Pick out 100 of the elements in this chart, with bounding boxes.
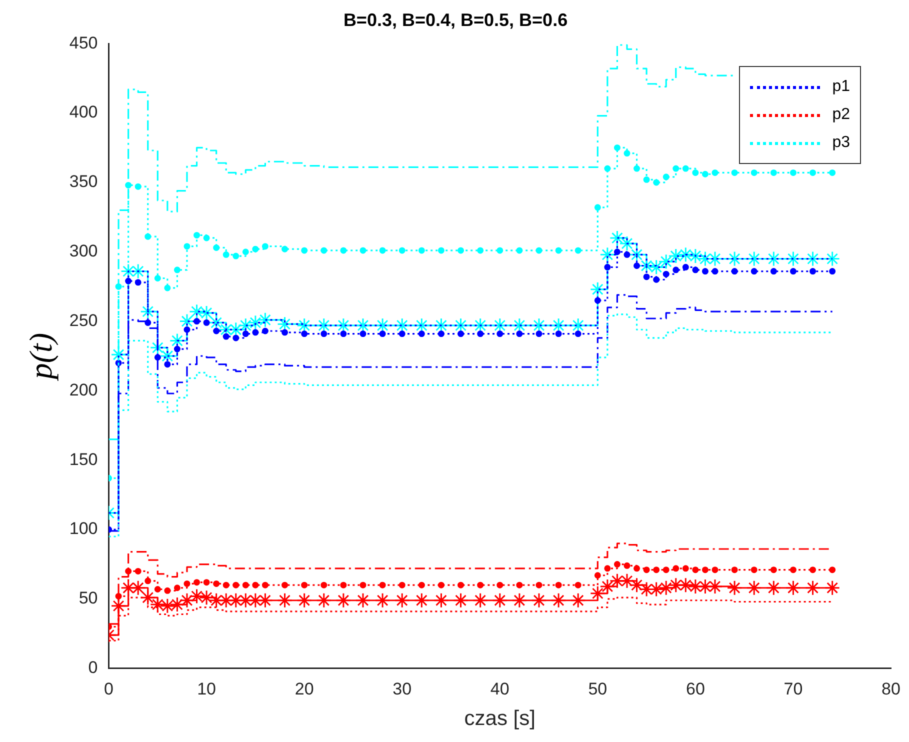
- point: [154, 274, 161, 282]
- point: [203, 234, 210, 242]
- point: [829, 566, 836, 574]
- point: [379, 330, 386, 338]
- y-tick-label: 200: [69, 380, 98, 400]
- point: [770, 169, 777, 176]
- point: [144, 233, 152, 240]
- point: [594, 204, 601, 211]
- point: [301, 247, 308, 254]
- point: [213, 328, 220, 334]
- point: [496, 582, 504, 588]
- point: [130, 580, 146, 596]
- point: [222, 333, 230, 340]
- x-tick-label: 20: [294, 679, 314, 698]
- point: [731, 268, 738, 275]
- point: [624, 251, 630, 258]
- point: [355, 592, 371, 608]
- point: [496, 330, 504, 338]
- point: [248, 592, 264, 608]
- point: [222, 251, 230, 258]
- y-axis-title: p(t): [22, 332, 59, 382]
- point: [458, 247, 464, 254]
- point: [262, 243, 268, 250]
- point: [707, 578, 723, 594]
- point: [746, 580, 762, 596]
- point: [360, 330, 366, 338]
- legend-label: p3: [832, 134, 850, 152]
- point: [790, 566, 796, 574]
- point: [238, 592, 254, 608]
- point: [810, 566, 816, 574]
- point: [340, 247, 347, 254]
- point: [574, 582, 582, 588]
- point: [134, 183, 142, 190]
- x-tick-label: 50: [588, 679, 608, 698]
- point: [179, 592, 195, 608]
- point: [614, 561, 620, 568]
- point: [252, 582, 259, 588]
- point: [125, 568, 132, 574]
- point: [594, 572, 601, 579]
- point: [702, 566, 708, 574]
- point: [531, 592, 547, 608]
- point: [438, 582, 444, 588]
- point: [194, 232, 200, 238]
- point: [222, 582, 230, 588]
- point: [252, 246, 259, 252]
- x-tick-label: 80: [882, 679, 900, 698]
- point: [697, 578, 713, 594]
- x-tick-label: 0: [104, 679, 114, 698]
- x-axis-title: czas [s]: [464, 707, 536, 730]
- point: [134, 568, 142, 574]
- point: [228, 322, 244, 338]
- point: [512, 592, 528, 608]
- point: [174, 346, 180, 352]
- point: [458, 330, 464, 338]
- y-tick-label: 250: [69, 310, 98, 330]
- point: [619, 573, 635, 589]
- point: [590, 282, 606, 298]
- point: [516, 330, 523, 338]
- point: [668, 577, 684, 593]
- y-tick-label: 350: [69, 172, 98, 192]
- point: [248, 314, 264, 330]
- point: [203, 579, 210, 586]
- point: [125, 182, 132, 188]
- point: [213, 244, 220, 251]
- point: [662, 174, 670, 180]
- point: [194, 318, 200, 325]
- point: [184, 580, 190, 587]
- point: [242, 330, 249, 338]
- point: [360, 247, 366, 254]
- point: [574, 247, 582, 254]
- point: [805, 580, 821, 596]
- point: [672, 266, 680, 274]
- point: [110, 346, 126, 362]
- point: [472, 592, 488, 608]
- point: [712, 268, 718, 275]
- point: [418, 330, 425, 338]
- point: [750, 169, 758, 176]
- point: [726, 580, 742, 596]
- point: [150, 340, 166, 356]
- point: [218, 592, 234, 608]
- point: [536, 247, 542, 254]
- point: [340, 330, 347, 338]
- point: [634, 165, 640, 172]
- point: [810, 268, 816, 275]
- point: [232, 582, 240, 588]
- point: [301, 330, 308, 338]
- point: [574, 330, 582, 338]
- point: [398, 582, 406, 588]
- point: [374, 592, 390, 608]
- point: [678, 577, 694, 593]
- y-tick-label: 0: [88, 658, 98, 678]
- point: [672, 565, 680, 572]
- point: [232, 334, 240, 342]
- x-tick-label: 70: [784, 679, 803, 698]
- point: [653, 276, 660, 283]
- point: [662, 566, 670, 574]
- y-tick-label: 100: [69, 519, 98, 538]
- point: [712, 169, 718, 176]
- point: [198, 590, 214, 606]
- y-tick-label: 400: [69, 102, 98, 122]
